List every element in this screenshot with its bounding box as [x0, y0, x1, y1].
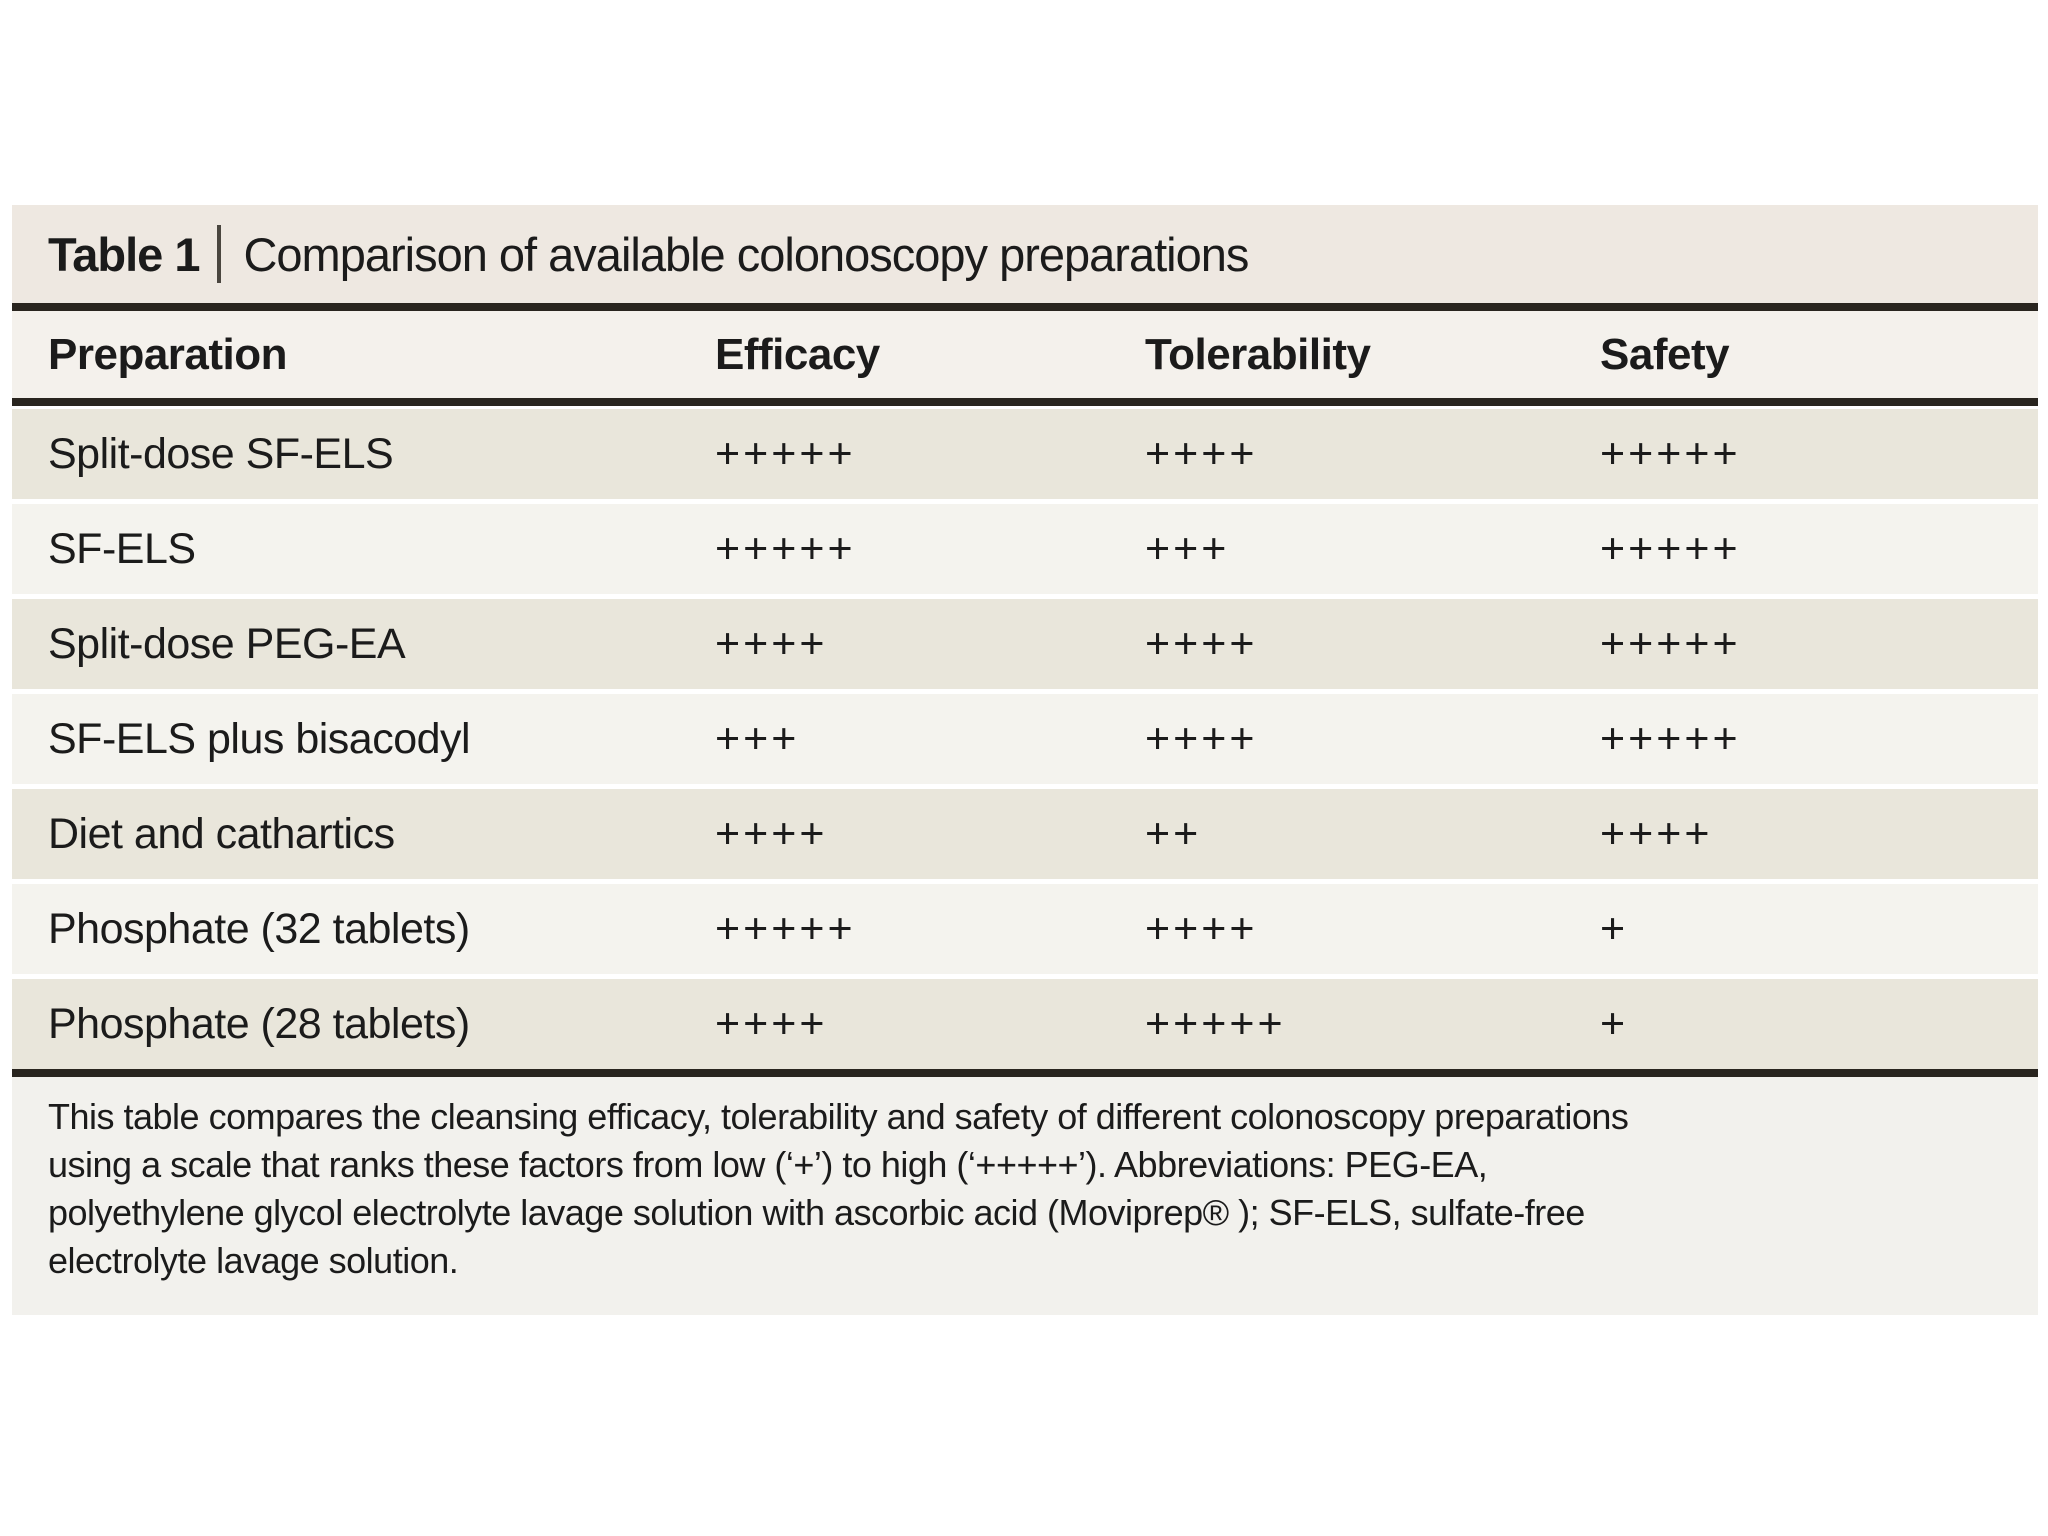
- column-header-tolerability: Tolerability: [1145, 329, 1371, 379]
- footnote-line: electrolyte lavage solution.: [48, 1240, 459, 1281]
- cell-tolerability-rating: ++: [1145, 809, 1202, 858]
- cell-safety-rating: +++++: [1600, 524, 1741, 573]
- cell-efficacy-rating: +++: [715, 714, 800, 763]
- cell-safety-rating: +++++: [1600, 714, 1741, 763]
- cell-tolerability-rating: ++++: [1145, 714, 1258, 763]
- table-row: Phosphate (28 tablets) ++++ +++++ +: [12, 979, 2038, 1069]
- cell-safety-rating: +: [1600, 904, 1629, 953]
- cell-preparation: Phosphate (32 tablets): [48, 904, 470, 953]
- cell-efficacy-rating: ++++: [715, 809, 828, 858]
- table-footnote: This table compares the cleansing effica…: [12, 1077, 2038, 1315]
- table1-card: Table 1 Comparison of available colonosc…: [12, 205, 2038, 1315]
- cell-preparation: Diet and cathartics: [48, 809, 395, 858]
- cell-preparation: Phosphate (28 tablets): [48, 999, 470, 1048]
- cell-efficacy-rating: +++++: [715, 904, 856, 953]
- cell-tolerability-rating: +++: [1145, 524, 1230, 573]
- table-row: SF-ELS +++++ +++ +++++: [12, 504, 2038, 594]
- cell-tolerability-rating: ++++: [1145, 619, 1258, 668]
- cell-preparation: Split-dose SF-ELS: [48, 429, 394, 478]
- table-body: Split-dose SF-ELS +++++ ++++ +++++ SF-EL…: [12, 409, 2038, 1069]
- table-number-label: Table 1: [48, 227, 200, 281]
- cell-efficacy-rating: +++++: [715, 524, 856, 573]
- cell-efficacy-rating: +++++: [715, 429, 856, 478]
- cell-preparation: SF-ELS: [48, 524, 196, 573]
- table-row: Diet and cathartics ++++ ++ ++++: [12, 789, 2038, 879]
- table-header-row: Preparation Efficacy Tolerability Safety: [12, 311, 2038, 398]
- table-title-text: Comparison of available colonoscopy prep…: [243, 227, 1249, 281]
- column-header-safety: Safety: [1600, 329, 1730, 379]
- cell-safety-rating: +: [1600, 999, 1629, 1048]
- table-title-bar: Table 1 Comparison of available colonosc…: [12, 205, 2038, 303]
- cell-efficacy-rating: ++++: [715, 999, 828, 1048]
- column-header-efficacy: Efficacy: [715, 329, 880, 379]
- cell-tolerability-rating: ++++: [1145, 429, 1258, 478]
- cell-safety-rating: +++++: [1600, 619, 1741, 668]
- table-row: Split-dose PEG-EA ++++ ++++ +++++: [12, 599, 2038, 689]
- cell-preparation: Split-dose PEG-EA: [48, 619, 406, 668]
- cell-preparation: SF-ELS plus bisacodyl: [48, 714, 471, 763]
- footnote-line: using a scale that ranks these factors f…: [48, 1144, 1488, 1185]
- title-bottom-rule: [12, 303, 2038, 311]
- body-bottom-rule: [12, 1069, 2038, 1077]
- footnote-line: polyethylene glycol electrolyte lavage s…: [48, 1192, 1585, 1233]
- table-row: Phosphate (32 tablets) +++++ ++++ +: [12, 884, 2038, 974]
- table-row: SF-ELS plus bisacodyl +++ ++++ +++++: [12, 694, 2038, 784]
- column-header-preparation: Preparation: [48, 329, 288, 379]
- cell-safety-rating: +++++: [1600, 429, 1741, 478]
- footnote-line: This table compares the cleansing effica…: [48, 1096, 1629, 1137]
- table-row: Split-dose SF-ELS +++++ ++++ +++++: [12, 409, 2038, 499]
- title-separator-bar: [217, 225, 222, 283]
- header-bottom-rule: [12, 398, 2038, 406]
- cell-safety-rating: ++++: [1600, 809, 1713, 858]
- cell-tolerability-rating: +++++: [1145, 999, 1286, 1048]
- cell-efficacy-rating: ++++: [715, 619, 828, 668]
- cell-tolerability-rating: ++++: [1145, 904, 1258, 953]
